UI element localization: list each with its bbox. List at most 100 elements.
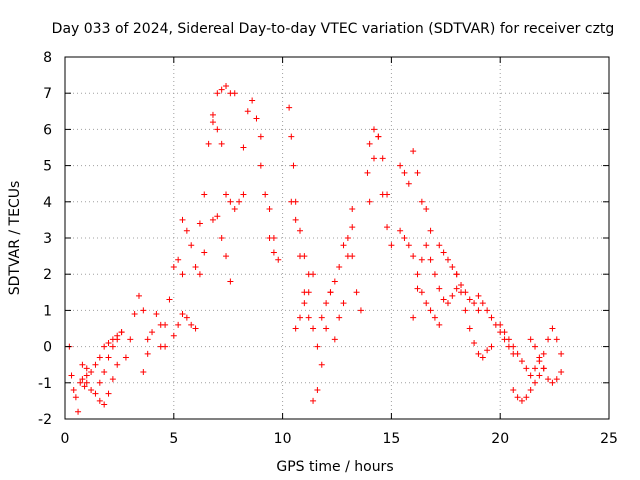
data-point (384, 224, 391, 231)
data-point (301, 300, 308, 307)
chart-title: Day 033 of 2024, Sidereal Day-to-day VTE… (52, 21, 615, 37)
data-point (170, 332, 177, 339)
data-point (553, 336, 560, 343)
data-point (249, 97, 256, 104)
series-arc-28 (397, 227, 443, 328)
data-point (209, 216, 216, 223)
series-arc-21 (318, 224, 356, 321)
data-point (423, 300, 430, 307)
data-point (157, 343, 164, 350)
data-point (183, 314, 190, 321)
data-point (75, 408, 82, 415)
y-tick-label: 7 (43, 86, 52, 102)
data-point (418, 256, 425, 263)
data-point (101, 368, 108, 375)
data-point (266, 206, 273, 213)
data-point (318, 314, 325, 321)
data-point (81, 383, 88, 390)
data-point (375, 133, 382, 140)
data-point (349, 206, 356, 213)
data-point (288, 133, 295, 140)
data-point (310, 397, 317, 404)
data-point (214, 126, 221, 133)
data-point (431, 271, 438, 278)
data-point (77, 379, 84, 386)
data-point (484, 347, 491, 354)
data-point (214, 90, 221, 97)
data-point (471, 300, 478, 307)
data-point (327, 289, 334, 296)
data-point (223, 191, 230, 198)
x-tick-label: 5 (169, 431, 178, 447)
data-point (357, 307, 364, 314)
data-point (201, 191, 208, 198)
data-point (431, 314, 438, 321)
data-point (305, 289, 312, 296)
data-point (96, 379, 103, 386)
series-arc-10 (196, 119, 225, 227)
data-point (379, 155, 386, 162)
data-point (414, 169, 421, 176)
data-point (253, 115, 260, 122)
series-arc-27 (397, 148, 434, 234)
data-point (297, 253, 304, 260)
data-point (353, 289, 360, 296)
data-point (314, 343, 321, 350)
data-point (257, 162, 264, 169)
data-point (188, 242, 195, 249)
data-point (92, 361, 99, 368)
x-tick-label: 10 (274, 431, 292, 447)
data-point (270, 249, 277, 256)
data-point (275, 256, 282, 263)
y-tick-label: -1 (38, 376, 52, 392)
y-tick-label: 5 (43, 159, 52, 175)
series-arc-29 (410, 242, 460, 321)
data-point (410, 253, 417, 260)
data-point (144, 336, 151, 343)
data-point (418, 289, 425, 296)
data-point (349, 224, 356, 231)
data-point (218, 235, 225, 241)
series-arc-3 (83, 361, 121, 408)
data-point (410, 148, 417, 155)
data-point (423, 242, 430, 249)
data-point (290, 162, 297, 169)
data-point (349, 253, 356, 260)
data-point (101, 343, 108, 350)
data-point (292, 325, 299, 332)
data-point (436, 242, 443, 249)
y-tick-label: 0 (43, 340, 52, 356)
data-point (458, 289, 465, 296)
series-arc-36 (532, 325, 565, 372)
series-arc-4 (96, 329, 125, 386)
data-point (440, 249, 447, 256)
data-point (175, 256, 182, 263)
series-arc-8 (170, 311, 199, 339)
data-point (240, 144, 247, 151)
data-point (144, 350, 151, 357)
data-point (553, 376, 560, 383)
data-point (83, 372, 90, 379)
data-point (83, 365, 90, 372)
data-point (471, 339, 478, 346)
data-point (427, 307, 434, 314)
data-point (297, 314, 304, 321)
data-point (488, 314, 495, 321)
data-point (523, 365, 530, 372)
data-point (192, 263, 199, 270)
data-point (88, 368, 95, 375)
data-point (488, 343, 495, 350)
data-point (231, 90, 238, 97)
data-point (510, 387, 517, 394)
data-point (370, 155, 377, 162)
data-point (218, 86, 225, 93)
series-arc-5 (122, 292, 151, 361)
data-point (475, 292, 482, 299)
data-point (440, 296, 447, 303)
data-point (514, 394, 521, 401)
series-arc-16 (266, 235, 282, 263)
data-point (88, 387, 95, 394)
data-point (153, 311, 160, 318)
x-tick-label: 15 (382, 431, 400, 447)
